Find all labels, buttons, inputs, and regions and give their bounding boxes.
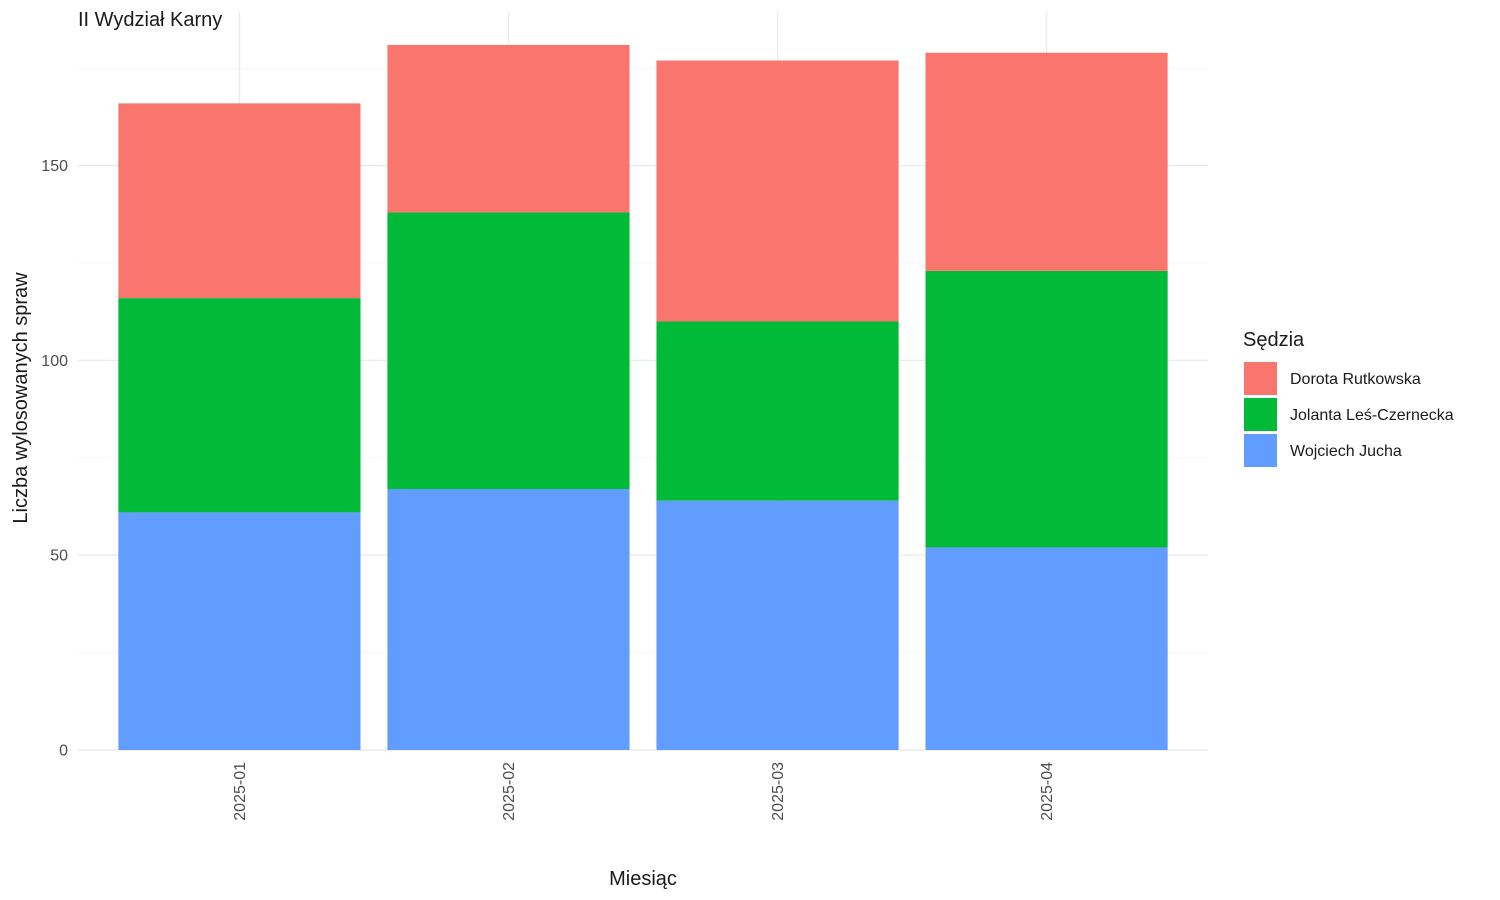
y-tick-label: 100 (41, 353, 68, 370)
legend: Sędzia Dorota Rutkowska Jolanta Leś-Czern… (1243, 329, 1454, 467)
bar-segment-jolanta-le-czernecka-2025-01 (118, 298, 361, 513)
bar-segment-dorota-rutkowska-2025-03 (656, 60, 899, 322)
x-tick-label: 2025-04 (1039, 762, 1056, 821)
x-tick-label: 2025-02 (501, 762, 518, 821)
y-axis-ticks: 0 50 100 150 (41, 158, 68, 759)
bar-segment-jolanta-le-czernecka-2025-03 (656, 321, 899, 501)
bar-segment-wojciech-jucha-2025-03 (656, 500, 899, 750)
bars (118, 44, 1168, 750)
bar-segment-wojciech-jucha-2025-01 (118, 512, 361, 750)
bar-segment-dorota-rutkowska-2025-04 (925, 52, 1168, 271)
y-tick-label: 0 (59, 743, 68, 760)
y-axis-title: Liczba wylosowanych spraw (10, 272, 32, 524)
x-tick-label: 2025-01 (232, 762, 249, 821)
x-axis-ticks: 2025-01 2025-02 2025-03 2025-04 (232, 762, 1056, 821)
bar-segment-wojciech-jucha-2025-02 (387, 489, 630, 750)
x-axis-title: Miesiąc (609, 868, 677, 890)
legend-label-wojciech-jucha: Wojciech Jucha (1290, 443, 1402, 460)
bar-segment-jolanta-le-czernecka-2025-04 (925, 270, 1168, 548)
legend-key-jolanta-le-czernecka (1244, 398, 1277, 431)
bar-segment-jolanta-le-czernecka-2025-02 (387, 212, 630, 490)
x-tick-label: 2025-03 (770, 762, 787, 821)
chart-title: II Wydział Karny (78, 9, 222, 31)
legend-items: Dorota Rutkowska Jolanta Leś-Czernecka Woj… (1244, 362, 1454, 467)
legend-label-dorota-rutkowska: Dorota Rutkowska (1290, 371, 1421, 388)
y-tick-label: 150 (41, 158, 68, 175)
bar-segment-wojciech-jucha-2025-04 (925, 547, 1168, 750)
legend-title: Sędzia (1243, 329, 1305, 351)
legend-key-dorota-rutkowska (1244, 362, 1277, 395)
y-tick-label: 50 (50, 548, 68, 565)
bar-segment-dorota-rutkowska-2025-02 (387, 44, 630, 213)
legend-key-wojciech-jucha (1244, 434, 1277, 467)
bar-segment-dorota-rutkowska-2025-01 (118, 103, 361, 299)
legend-label-jolanta-le-czernecka: Jolanta Leś-Czernecka (1290, 407, 1454, 424)
